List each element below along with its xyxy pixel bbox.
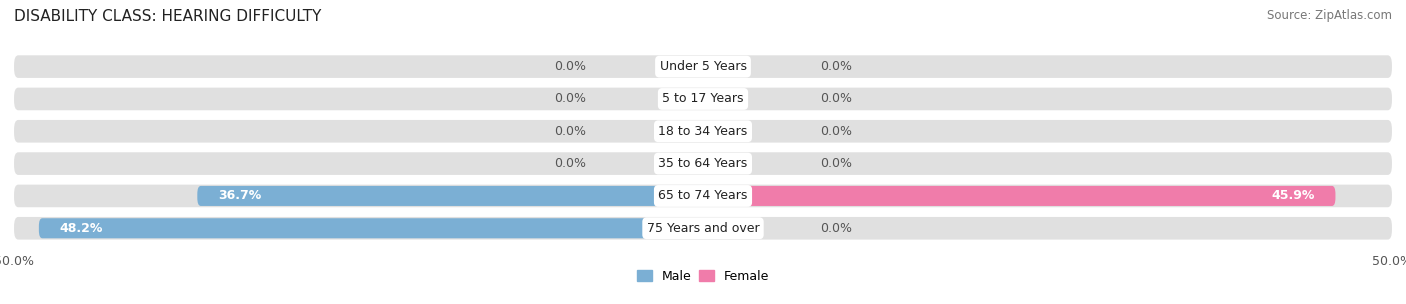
Text: Source: ZipAtlas.com: Source: ZipAtlas.com bbox=[1267, 9, 1392, 22]
FancyBboxPatch shape bbox=[197, 186, 703, 206]
Text: 0.0%: 0.0% bbox=[820, 92, 852, 105]
Text: 5 to 17 Years: 5 to 17 Years bbox=[662, 92, 744, 105]
Text: 45.9%: 45.9% bbox=[1271, 189, 1315, 202]
FancyBboxPatch shape bbox=[14, 55, 1392, 78]
Text: 35 to 64 Years: 35 to 64 Years bbox=[658, 157, 748, 170]
Text: 18 to 34 Years: 18 to 34 Years bbox=[658, 125, 748, 138]
FancyBboxPatch shape bbox=[14, 185, 1392, 207]
FancyBboxPatch shape bbox=[39, 218, 703, 238]
Text: 48.2%: 48.2% bbox=[59, 222, 103, 235]
FancyBboxPatch shape bbox=[703, 186, 1336, 206]
Text: 0.0%: 0.0% bbox=[554, 60, 586, 73]
FancyBboxPatch shape bbox=[14, 152, 1392, 175]
Text: Under 5 Years: Under 5 Years bbox=[659, 60, 747, 73]
Legend: Male, Female: Male, Female bbox=[631, 265, 775, 288]
Text: 75 Years and over: 75 Years and over bbox=[647, 222, 759, 235]
Text: 0.0%: 0.0% bbox=[820, 222, 852, 235]
Text: 0.0%: 0.0% bbox=[554, 125, 586, 138]
Text: 0.0%: 0.0% bbox=[554, 157, 586, 170]
Text: 36.7%: 36.7% bbox=[218, 189, 262, 202]
Text: 65 to 74 Years: 65 to 74 Years bbox=[658, 189, 748, 202]
FancyBboxPatch shape bbox=[14, 88, 1392, 110]
Text: DISABILITY CLASS: HEARING DIFFICULTY: DISABILITY CLASS: HEARING DIFFICULTY bbox=[14, 9, 322, 24]
Text: 0.0%: 0.0% bbox=[820, 60, 852, 73]
Text: 0.0%: 0.0% bbox=[820, 157, 852, 170]
Text: 0.0%: 0.0% bbox=[554, 92, 586, 105]
FancyBboxPatch shape bbox=[14, 217, 1392, 240]
FancyBboxPatch shape bbox=[14, 120, 1392, 143]
Text: 0.0%: 0.0% bbox=[820, 125, 852, 138]
